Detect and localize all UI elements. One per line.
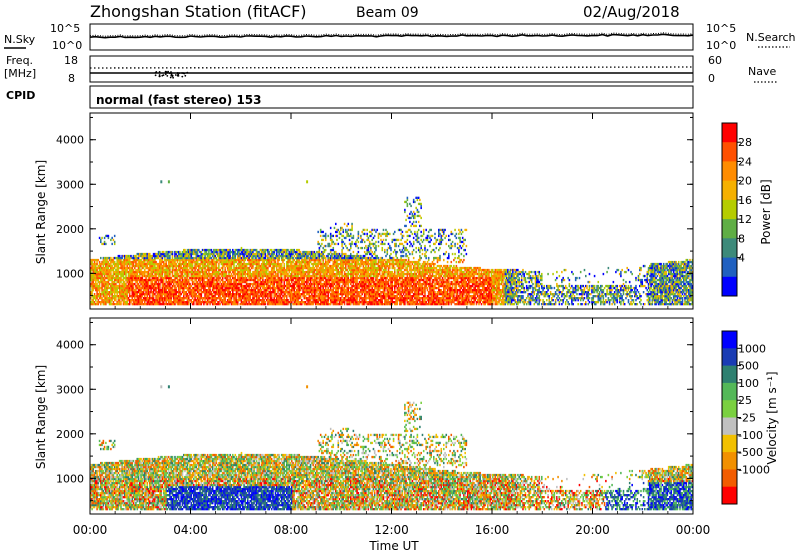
freq-unit-label: [MHz] <box>4 67 36 80</box>
nave-tick-top: 60 <box>708 54 722 67</box>
colorbar-tick-label: -500 <box>738 446 763 459</box>
colorbar-segment <box>722 348 737 366</box>
colorbar-segment <box>722 487 737 505</box>
power-panel: 4000 3000 2000 1000 Slant Range [km] 28 24 20… <box>34 113 773 309</box>
nave-label: Nave <box>748 65 776 78</box>
y-tick-label: 4000 <box>56 339 84 352</box>
x-tick-label: 00:00 <box>73 523 108 537</box>
velocity-ylabel: Slant Range [km] <box>34 365 48 469</box>
cpid-value: normal (fast stereo) 153 <box>96 93 262 107</box>
colorbar-segment <box>722 200 737 220</box>
colorbar-tick-label: 500 <box>738 360 759 373</box>
power-ylabel: Slant Range [km] <box>34 160 48 264</box>
cpid-label: CPID <box>6 89 35 102</box>
colorbar-tick-label: -100 <box>738 429 763 442</box>
colorbar-segment <box>722 400 737 418</box>
colorbar-tick-label: 12 <box>738 213 752 226</box>
colorbar-segment <box>722 452 737 470</box>
date-title: 02/Aug/2018 <box>583 3 680 21</box>
beam-title: Beam 09 <box>356 5 419 21</box>
noise-right-tick-bottom: 10^0 <box>706 39 736 52</box>
y-tick-label: 3000 <box>56 178 84 191</box>
noise-left-tick-bottom: 10^0 <box>52 39 82 52</box>
freq-tick-bottom: 8 <box>68 72 75 85</box>
x-tick-label: 12:00 <box>374 523 409 537</box>
y-tick-label: 2000 <box>56 223 84 236</box>
x-tick-label: 08:00 <box>274 523 309 537</box>
noise-right-tick-top: 10^5 <box>706 22 736 35</box>
noise-panel: N.Sky 10^5 10^0 10^5 10^0 N.Search <box>4 22 796 52</box>
power-colorbar-label: Power [dB] <box>759 179 773 244</box>
colorbar-segment <box>722 277 737 297</box>
x-tick-label: 00:00 <box>676 523 711 537</box>
colorbar-tick-label: 1000 <box>738 342 766 355</box>
colorbar-tick-label: -25 <box>738 412 756 425</box>
x-tick-label: 16:00 <box>475 523 510 537</box>
colorbar-tick-label: 16 <box>738 194 752 207</box>
colorbar-segment <box>722 469 737 487</box>
colorbar-tick-label: 100 <box>738 377 759 390</box>
y-tick-label: 1000 <box>56 472 84 485</box>
colorbar-segment <box>722 418 737 436</box>
colorbar-segment <box>722 238 737 258</box>
freq-tick-top: 18 <box>64 54 78 67</box>
velocity-heatmap <box>90 385 693 510</box>
colorbar-segment <box>722 435 737 453</box>
x-tick-label: 20:00 <box>575 523 610 537</box>
colorbar-tick-label: 4 <box>738 252 745 265</box>
colorbar-tick-label: 25 <box>738 394 752 407</box>
y-tick-label: 1000 <box>56 267 84 280</box>
colorbar-segment <box>722 161 737 181</box>
velocity-colorbar-label: Velocity [m s⁻¹] <box>765 371 779 464</box>
freq-label: Freq. <box>6 54 33 67</box>
frequency-panel: Freq. [MHz] 18 8 60 0 Nave <box>4 54 778 85</box>
velocity-panel: 4000 3000 2000 1000 Slant Range [km] 1000 50… <box>34 113 779 553</box>
colorbar-segment <box>722 258 737 278</box>
y-tick-label: 4000 <box>56 134 84 147</box>
colorbar-tick-label: 24 <box>738 155 752 168</box>
colorbar-tick-label: 20 <box>738 175 752 188</box>
noise-search-label: N.Search <box>746 31 796 44</box>
y-tick-label: 3000 <box>56 383 84 396</box>
noise-left-tick-top: 10^5 <box>50 22 80 35</box>
colorbar-segment <box>722 383 737 401</box>
x-tick-label: 04:00 <box>173 523 208 537</box>
y-tick-label: 2000 <box>56 428 84 441</box>
colorbar-segment <box>722 219 737 239</box>
colorbar-tick-label: 8 <box>738 232 745 245</box>
power-colorbar: 28 24 20 16 12 8 4 <box>722 123 752 297</box>
nave-series <box>90 67 693 68</box>
colorbar-segment <box>722 181 737 201</box>
noise-sky-label: N.Sky <box>4 33 36 46</box>
colorbar-segment <box>722 366 737 384</box>
nave-tick-bottom: 0 <box>708 72 715 85</box>
colorbar-tick-label: 28 <box>738 136 752 149</box>
colorbar-segment <box>722 142 737 162</box>
x-axis-label: Time UT <box>368 539 419 553</box>
noise-sky-series <box>90 34 693 37</box>
colorbar-segment <box>722 123 737 143</box>
station-title: Zhongshan Station (fitACF) <box>90 2 307 21</box>
colorbar-segment <box>722 331 737 349</box>
frequency-scatter-cluster <box>155 71 189 79</box>
power-heatmap <box>90 180 693 305</box>
